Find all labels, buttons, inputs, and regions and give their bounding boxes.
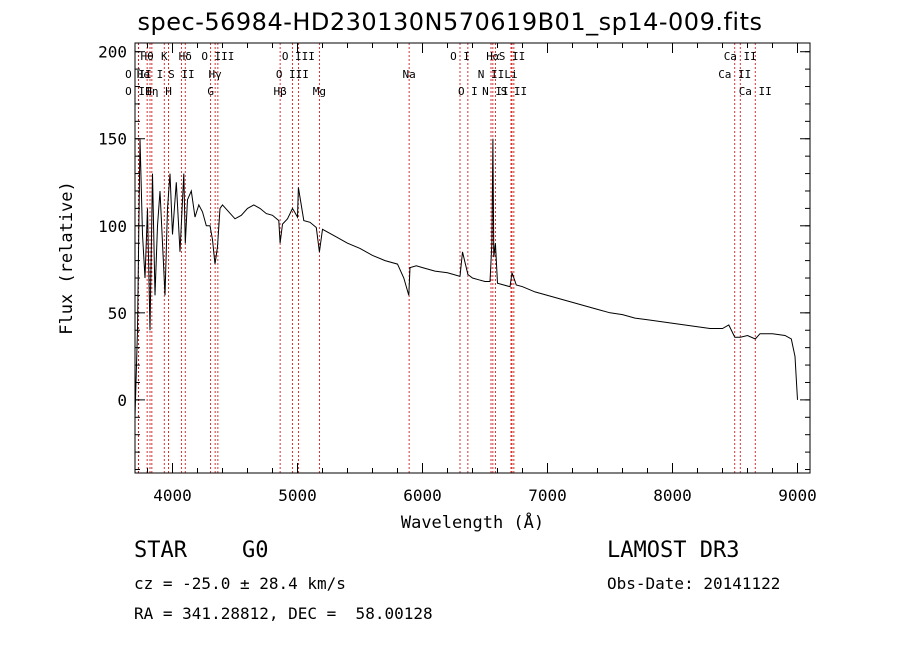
line-marker-label: Hη xyxy=(145,85,158,98)
y-tick-label: 150 xyxy=(98,130,127,149)
x-tick-label: 5000 xyxy=(278,486,317,505)
chart-title: spec-56984-HD230130N570619B01_sp14-009.f… xyxy=(137,8,763,36)
line-marker-label: He I xyxy=(137,68,164,81)
line-marker-label: Na xyxy=(403,68,416,81)
x-axis-label: Wavelength (Å) xyxy=(401,511,544,533)
line-marker-label: Mg xyxy=(313,85,326,98)
line-marker-label: O III xyxy=(276,68,309,81)
line-marker-label: Ca II xyxy=(724,50,757,63)
line-marker-label: S II xyxy=(501,85,528,98)
redshift-text: cz = -25.0 ± 28.4 km/s xyxy=(134,574,346,593)
object-subclass: G0 xyxy=(242,538,269,563)
y-tick-label: 0 xyxy=(117,391,127,410)
line-marker-label: H xyxy=(165,85,172,98)
line-marker-label: S II xyxy=(168,68,195,81)
line-marker-label: O II xyxy=(125,68,152,81)
line-marker-label: Hγ xyxy=(209,68,223,81)
y-tick-label: 100 xyxy=(98,217,127,236)
line-marker-label: K xyxy=(161,50,168,63)
line-marker-label: Ca II xyxy=(718,68,751,81)
obs-date-text: Obs-Date: 20141122 xyxy=(607,574,781,593)
line-marker-label: G xyxy=(207,85,214,98)
line-marker-label: Hβ xyxy=(274,85,288,98)
x-tick-label: 6000 xyxy=(403,486,442,505)
object-class: STAR xyxy=(134,538,187,563)
x-tick-label: 9000 xyxy=(778,486,817,505)
coords-text: RA = 341.28812, DEC = 58.00128 xyxy=(134,604,433,623)
line-marker-label: Hδ xyxy=(179,50,192,63)
x-tick-label: 8000 xyxy=(653,486,692,505)
line-marker-label: Ca II xyxy=(739,85,772,98)
line-marker-label: Li xyxy=(504,68,517,81)
y-axis-label: Flux (relative) xyxy=(57,181,77,335)
plot-frame xyxy=(134,42,811,474)
line-marker-label: S II xyxy=(499,50,526,63)
x-tick-label: 4000 xyxy=(153,486,192,505)
line-marker-label: O I xyxy=(458,85,478,98)
line-marker-label: O III xyxy=(282,50,315,63)
line-marker-label: Hθ xyxy=(141,50,154,63)
line-marker-label: N II xyxy=(478,68,505,81)
y-tick-label: 50 xyxy=(108,304,127,323)
x-tick-label: 7000 xyxy=(528,486,567,505)
line-marker-label: N II xyxy=(482,85,509,98)
y-tick-label: 200 xyxy=(98,43,127,62)
spectrum-line xyxy=(134,138,798,418)
line-marker-label: O II xyxy=(125,85,152,98)
line-marker-label: O III xyxy=(201,50,234,63)
survey-label: LAMOST DR3 xyxy=(607,538,740,563)
line-marker-label: Hα xyxy=(486,50,500,63)
line-marker-label: O I xyxy=(450,50,470,63)
